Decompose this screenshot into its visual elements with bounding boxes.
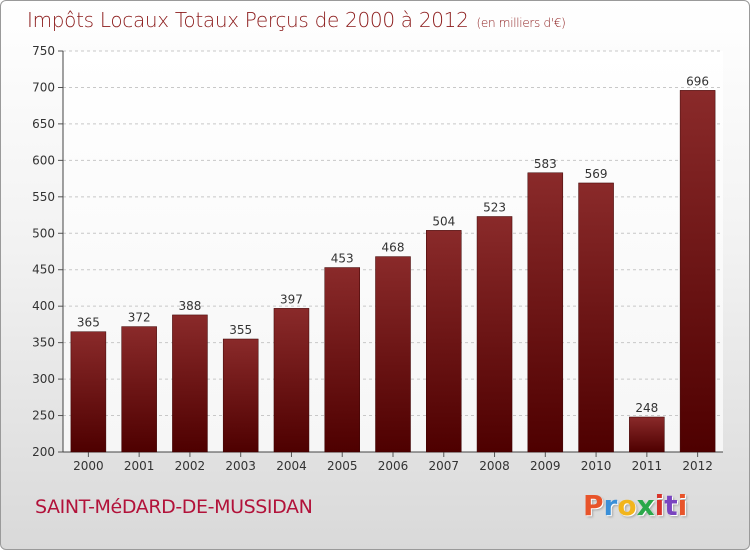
bar-2009 [527,172,564,453]
value-label-2003: 355 [229,323,252,337]
y-tick-label: 400 [32,299,55,313]
value-label-2001: 372 [128,311,151,325]
bar-2005 [324,267,360,453]
bar-2010 [578,182,614,453]
value-label-2000: 365 [77,316,100,330]
logo-letter: i [654,489,665,522]
value-label-2004: 397 [280,292,303,306]
x-tick-label-2005: 2005 [327,459,358,471]
bar-2002 [172,314,208,453]
value-label-2007: 504 [432,214,455,228]
bar-chart: 200 250 300 350 400 450 500 550 600 650 700 750 365 2… [32,44,723,471]
bar-2008 [476,216,513,453]
bar-2012 [679,90,716,453]
bar-2001 [121,326,157,453]
y-tick-label: 700 [32,80,55,94]
y-tick-label: 550 [32,190,55,204]
bar-2000 [70,331,107,453]
value-label-2009: 583 [534,157,557,171]
y-tick-label: 650 [32,117,55,131]
y-tick-label: 250 [32,409,55,423]
logo-letter: P [583,489,604,522]
chart-unit: (en milliers d'€) [476,16,566,30]
y-tick-label: 350 [32,336,55,350]
logo-letter: r [603,489,618,522]
value-label-2005: 453 [331,252,354,266]
y-tick-label: 200 [32,445,55,459]
x-tick-label-2011: 2011 [632,459,663,471]
chart-title-text: Impôts Locaux Totaux Perçus de 2000 à 20… [27,8,469,32]
y-tick-label: 450 [32,263,55,277]
x-tick-label-2000: 2000 [73,459,104,471]
bar-2011 [629,416,665,453]
bar-2004 [273,308,310,453]
proxiti-logo: Proxiti [583,489,687,522]
x-tick-label-2012: 2012 [682,459,713,471]
y-tick-label: 500 [32,226,55,240]
bar-2006 [375,256,411,453]
x-tick-label-2010: 2010 [581,459,612,471]
value-label-2008: 523 [483,201,506,215]
chart-title: Impôts Locaux Totaux Perçus de 2000 à 20… [27,8,566,32]
y-tick-label: 600 [32,153,55,167]
value-label-2011: 248 [635,401,658,415]
x-tick-label-2006: 2006 [378,459,409,471]
x-tick-label-2008: 2008 [479,459,510,471]
x-tick-label-2007: 2007 [428,459,459,471]
value-label-2012: 696 [686,74,709,88]
bar-2007 [426,230,462,453]
x-tick-label-2001: 2001 [124,459,155,471]
location-name: SAINT-MéDARD-DE-MUSSIDAN [35,496,313,518]
value-label-2010: 569 [585,167,608,181]
value-label-2006: 468 [382,241,405,255]
x-tick-label-2004: 2004 [276,459,307,471]
x-tick-label-2002: 2002 [175,459,206,471]
logo-letter: t [664,489,678,522]
logo-letter: i [677,489,688,522]
x-tick-label-2009: 2009 [530,459,561,471]
value-label-2002: 388 [178,299,201,313]
y-tick-label: 750 [32,44,55,58]
x-tick-label-2003: 2003 [225,459,256,471]
bar-2003 [222,338,259,453]
logo-letter: x [636,489,655,522]
y-tick-label: 300 [32,372,55,386]
logo-letter: o [617,489,637,522]
